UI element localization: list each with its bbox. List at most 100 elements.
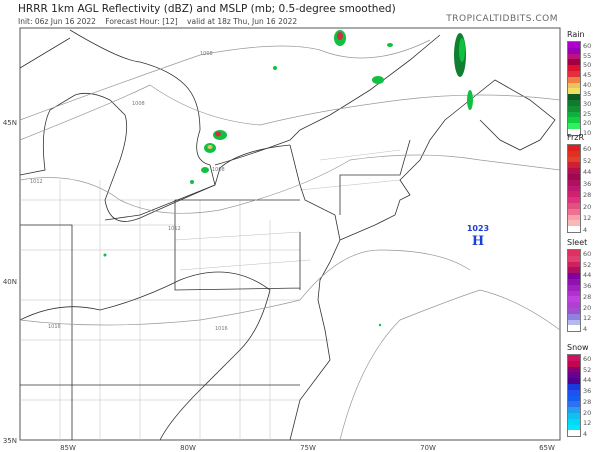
lon-label: 75W: [300, 444, 316, 452]
legend-swatch: [568, 401, 580, 408]
legend-swatch: [568, 202, 580, 209]
legend-swatch: [568, 145, 580, 151]
legend-tick: 52: [583, 260, 592, 269]
legend-tick: 35: [583, 90, 592, 99]
legend-title: Snow: [567, 343, 589, 352]
legend-swatch: [568, 226, 580, 232]
legend-tick: 45: [583, 70, 592, 79]
legend-freezing-rain: FrzR 60 52 44 36 28 20 12 4: [567, 133, 600, 234]
legend-swatch: [568, 267, 580, 274]
lon-label: 65W: [539, 444, 555, 452]
legend-swatch: [568, 290, 580, 297]
legend-swatch: [568, 412, 580, 419]
legend-swatch: [568, 255, 580, 262]
legend-tick: 4: [583, 325, 588, 334]
lat-labels: 45N 40N 35N: [3, 119, 17, 445]
legend-swatch: [568, 278, 580, 285]
legend-swatch: [568, 261, 580, 268]
map-title: HRRR 1km AGL Reflectivity (dBZ) and MSLP…: [18, 3, 396, 15]
legend-swatch: [568, 156, 580, 163]
coastlines-borders: [19, 29, 556, 441]
legend-tick: 12: [583, 214, 592, 223]
legend-swatch: [568, 99, 580, 106]
legend-snow: Snow 60 52 44 36 28 20 12 4: [567, 343, 600, 438]
lon-label: 80W: [180, 444, 196, 452]
legend-swatch: [568, 191, 580, 198]
high-pressure-symbol: H: [472, 234, 484, 249]
legend-tick: 25: [583, 109, 592, 118]
lat-label: 40N: [3, 278, 17, 286]
legend-swatch: [568, 173, 580, 180]
legend-tick: 50: [583, 61, 592, 70]
legend-swatch: [568, 53, 580, 60]
legend-tick: 40: [583, 80, 592, 89]
isobar-label: 1012: [30, 179, 43, 185]
legend-tick: 28: [583, 292, 592, 301]
isobar-label: 1012: [168, 226, 181, 232]
legend-colorbar: 60 52 44 36 28 20 12 4: [567, 354, 591, 438]
legend-tick: 20: [583, 408, 592, 417]
legend-swatch: [568, 284, 580, 291]
legend-rain: Rain 60 55 50 45 40 35 30 25 20 10: [567, 30, 600, 137]
lon-label: 85W: [60, 444, 76, 452]
legend-swatch: [568, 59, 580, 66]
legend-tick: 55: [583, 51, 592, 60]
legend-tick: 44: [583, 168, 592, 177]
legend-swatch: [568, 65, 580, 71]
legend-tick: 60: [583, 42, 592, 50]
legend-tick: 44: [583, 271, 592, 280]
isobars: [19, 39, 561, 441]
radar-echoes: [103, 30, 473, 327]
legend-swatch: [568, 313, 580, 320]
legend-swatch: [568, 430, 580, 437]
legend-swatch: [568, 94, 580, 100]
legend-tick: 52: [583, 156, 592, 165]
lon-labels: 85W 80W 75W 70W 65W: [60, 444, 555, 452]
isobar-label: 1008: [212, 167, 225, 173]
legend-swatch: [568, 150, 580, 157]
legend-swatch: [568, 378, 580, 384]
legend-tick: 52: [583, 365, 592, 374]
valid-time: valid at 18z Thu, Jun 16 2022: [187, 17, 298, 26]
run-info: Init: 06z Jun 16 2022 Forecast Hour: [12…: [18, 17, 304, 26]
legend-tick: 28: [583, 191, 592, 200]
legend-tick: 20: [583, 119, 592, 128]
legend-tick: 36: [583, 282, 592, 291]
legend-swatch: [568, 47, 580, 54]
legend-swatch: [568, 76, 580, 83]
legend-swatch: [568, 214, 580, 221]
legend-swatch: [568, 197, 580, 203]
legend-swatch: [568, 128, 580, 135]
legend-tick: 10: [583, 128, 592, 137]
legend-tick: 28: [583, 397, 592, 406]
legend-swatch: [568, 208, 580, 215]
legend-swatch: [568, 395, 580, 402]
legend-swatch: [568, 389, 580, 396]
legend-swatch: [568, 296, 580, 303]
isobar-label: 1008: [200, 51, 213, 57]
lat-label: 35N: [3, 437, 17, 445]
legend-tick: 12: [583, 419, 592, 428]
legend-title: Sleet: [567, 238, 588, 247]
brand-watermark: TROPICALTIDBITS.COM: [446, 14, 558, 24]
legend-tick: 20: [583, 202, 592, 211]
legend-swatch: [568, 123, 580, 129]
legend-swatch: [568, 111, 580, 118]
legend-title: FrzR: [567, 133, 585, 142]
legend-swatch: [568, 105, 580, 112]
legend-swatch: [568, 418, 580, 425]
legend-tick: 36: [583, 179, 592, 188]
isobar-labels: 1008 1008 1008 1012 1012 1016 1016: [30, 51, 228, 332]
legend-swatch: [568, 179, 580, 186]
legend-swatch: [568, 407, 580, 413]
isobar-label: 1008: [132, 101, 145, 107]
legend-swatch: [568, 117, 580, 124]
forecast-hour: Forecast Hour: [12]: [105, 17, 178, 26]
legend-swatch: [568, 88, 580, 95]
legend-title: Rain: [567, 30, 585, 39]
legend-swatch: [568, 185, 580, 192]
legend-swatch: [568, 325, 580, 332]
lat-label: 45N: [3, 119, 17, 127]
legend-tick: 12: [583, 314, 592, 323]
